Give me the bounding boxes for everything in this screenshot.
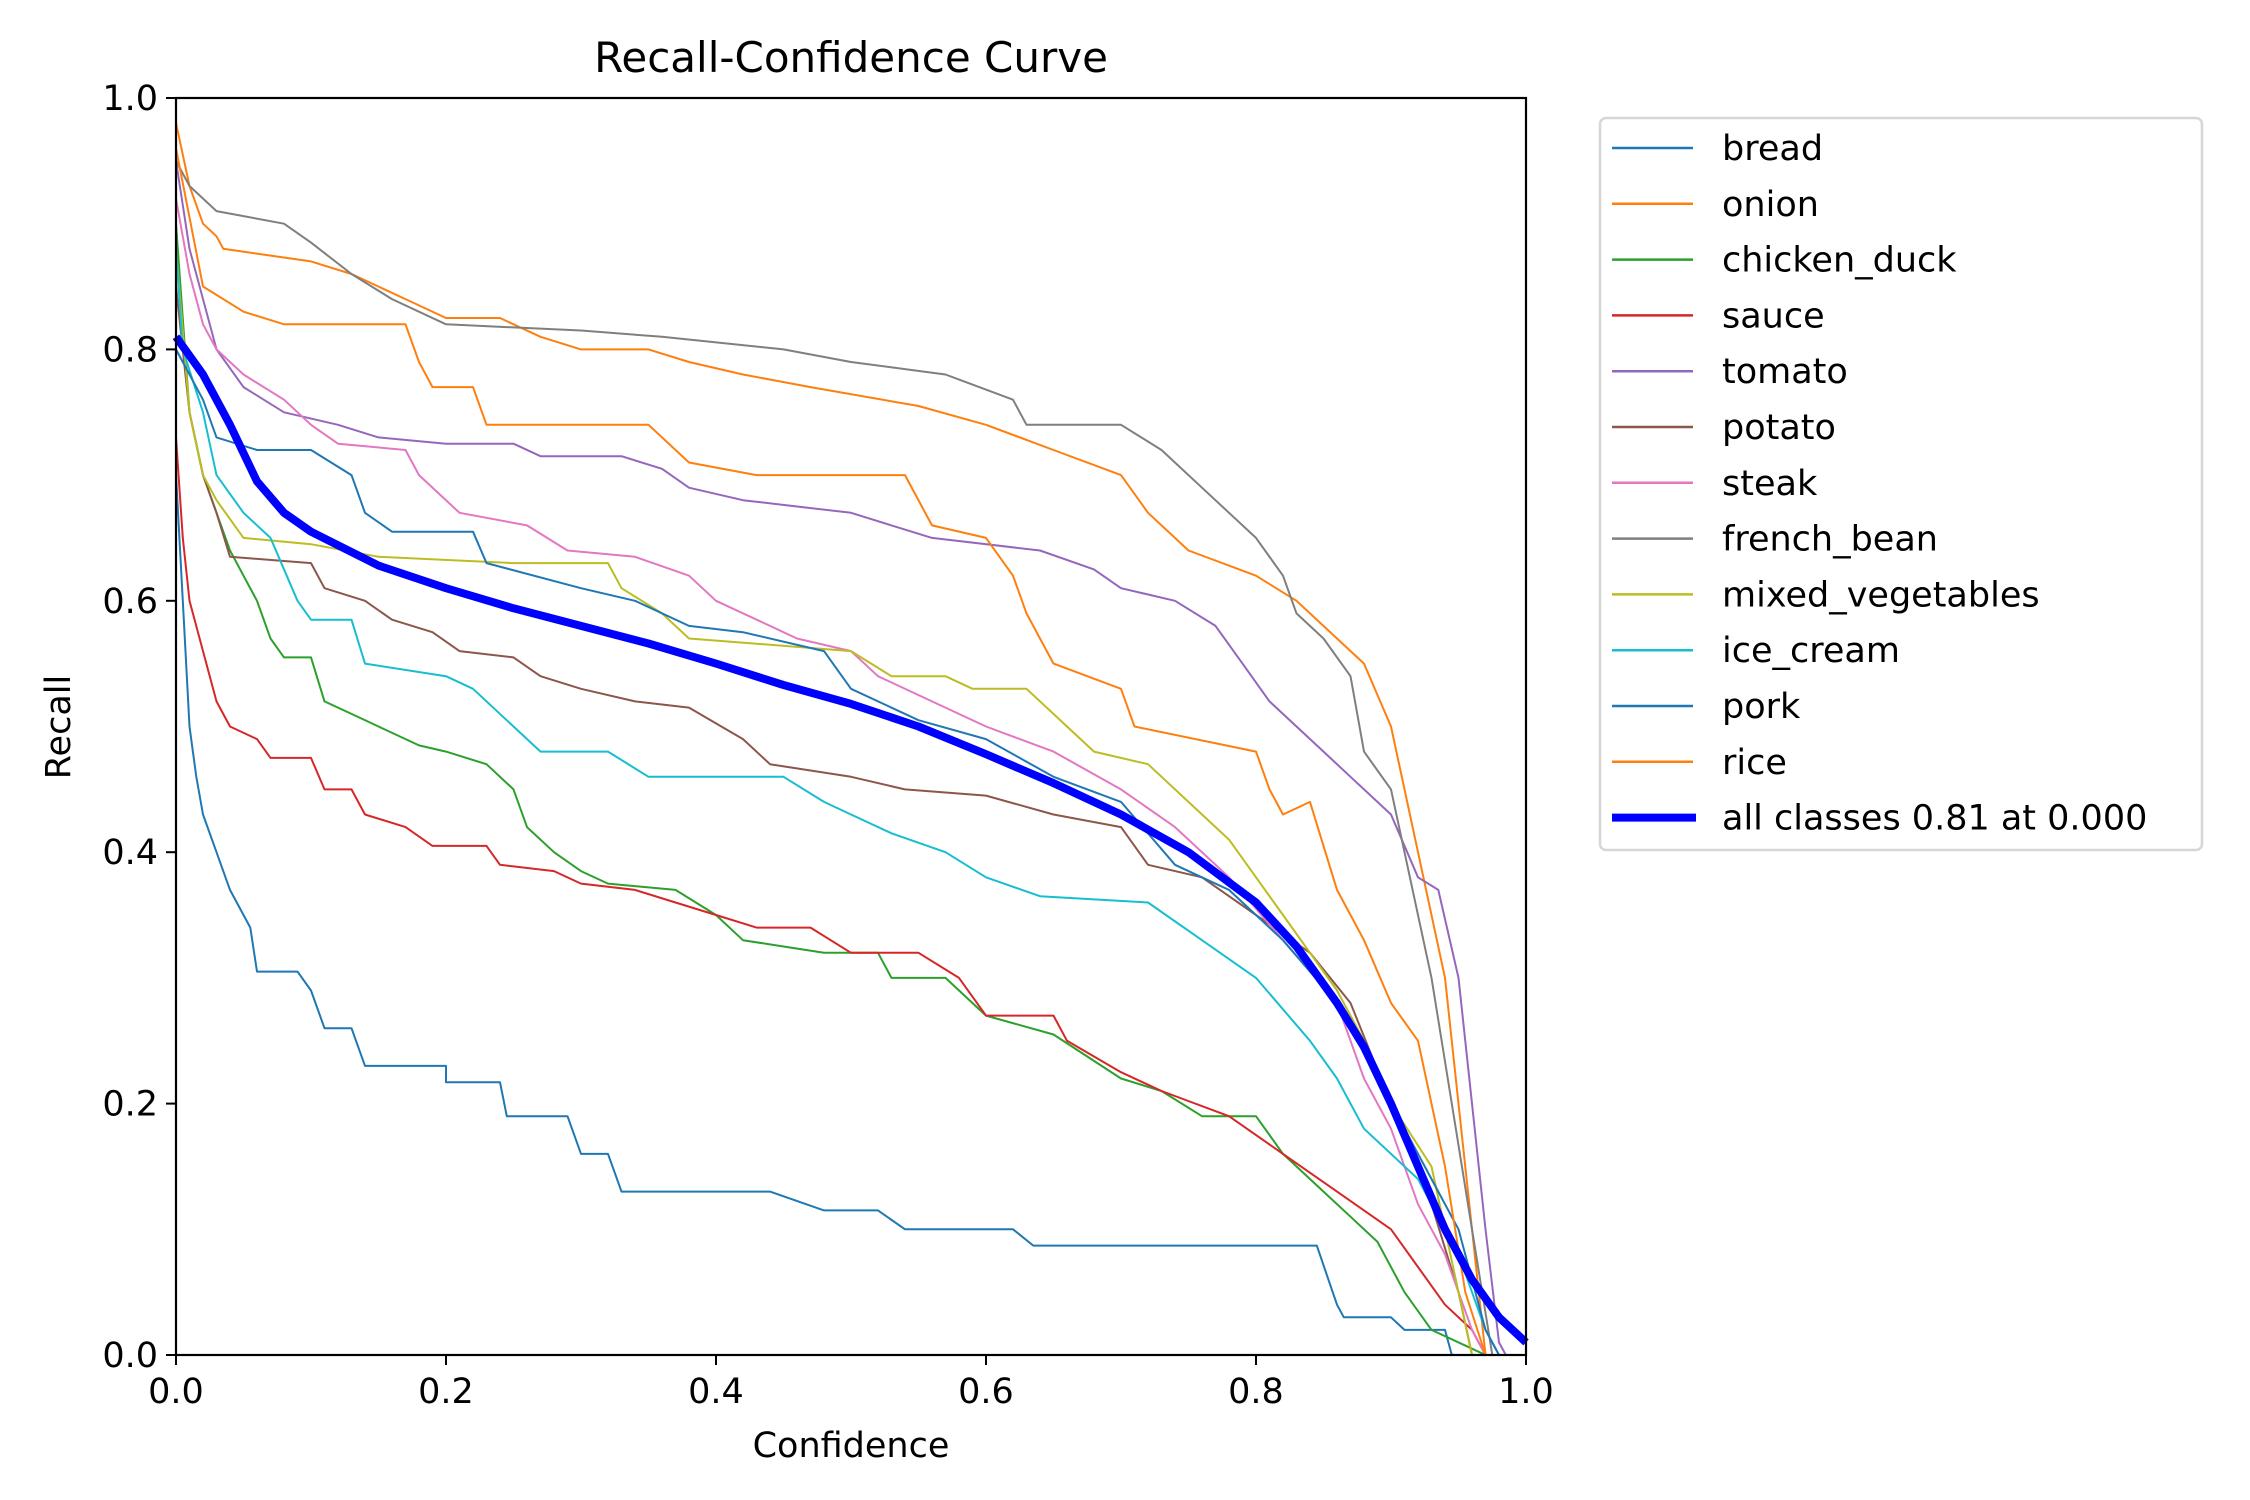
- series-layer: [172, 122, 1529, 1356]
- series-line-french-bean: [175, 160, 1526, 1356]
- series-line-onion: [175, 122, 1526, 1356]
- series-line-steak: [175, 198, 1526, 1356]
- legend-label: sauce: [1722, 296, 1825, 336]
- plot-frame: [174, 96, 1528, 1357]
- series-line-rice: [175, 148, 1526, 1356]
- legend-label: french_bean: [1722, 520, 1938, 560]
- x-tick-label: 0.2: [418, 1372, 474, 1412]
- series-line-sauce: [175, 437, 1526, 1356]
- x-tick-label: 0.8: [1228, 1372, 1284, 1412]
- legend-label: ice_cream: [1722, 631, 1900, 671]
- x-tick-label: 0.0: [148, 1372, 204, 1412]
- series-line-all-classes-0-81-at-0-000: [172, 334, 1529, 1346]
- y-tick-label: 0.6: [102, 582, 158, 622]
- y-tick-label: 0.4: [102, 833, 158, 873]
- x-axis-label: Confidence: [753, 1426, 950, 1466]
- x-tick-label: 1.0: [1498, 1372, 1554, 1412]
- legend-box: [1598, 116, 2204, 852]
- y-axis-ticks: 0.0 0.2 0.4 0.6 0.8 1.0: [102, 79, 176, 1376]
- legend-label: tomato: [1722, 352, 1848, 392]
- legend-label: onion: [1722, 185, 1819, 225]
- legend-label: mixed_vegetables: [1722, 575, 2040, 615]
- series-line-potato: [175, 286, 1526, 1356]
- series-line-pork: [175, 348, 1526, 1356]
- legend-label: potato: [1722, 408, 1836, 448]
- legend-label: bread: [1722, 129, 1823, 169]
- series-line-chicken-duck: [175, 223, 1526, 1356]
- y-axis-label: Recall: [39, 675, 79, 779]
- series-line-tomato: [175, 160, 1526, 1356]
- legend-label: pork: [1722, 687, 1801, 727]
- series-line-ice-cream: [175, 248, 1526, 1356]
- series-line-bread: [175, 475, 1526, 1356]
- y-tick-label: 0.8: [102, 330, 158, 370]
- x-axis-ticks: 0.0 0.2 0.4 0.6 0.8 1.0: [148, 1355, 1554, 1412]
- x-tick-label: 0.6: [958, 1372, 1014, 1412]
- legend-label: chicken_duck: [1722, 241, 1957, 281]
- legend-label: steak: [1722, 464, 1818, 504]
- legend-label: all classes 0.81 at 0.000: [1722, 799, 2147, 839]
- y-tick-label: 0.0: [102, 1336, 158, 1376]
- y-tick-label: 0.2: [102, 1085, 158, 1125]
- series-line-mixed-vegetables: [175, 248, 1526, 1356]
- y-tick-label: 1.0: [102, 79, 158, 119]
- chart-title: Recall-Confidence Curve: [594, 33, 1108, 82]
- x-tick-label: 0.4: [688, 1372, 744, 1412]
- legend-label: rice: [1722, 743, 1787, 783]
